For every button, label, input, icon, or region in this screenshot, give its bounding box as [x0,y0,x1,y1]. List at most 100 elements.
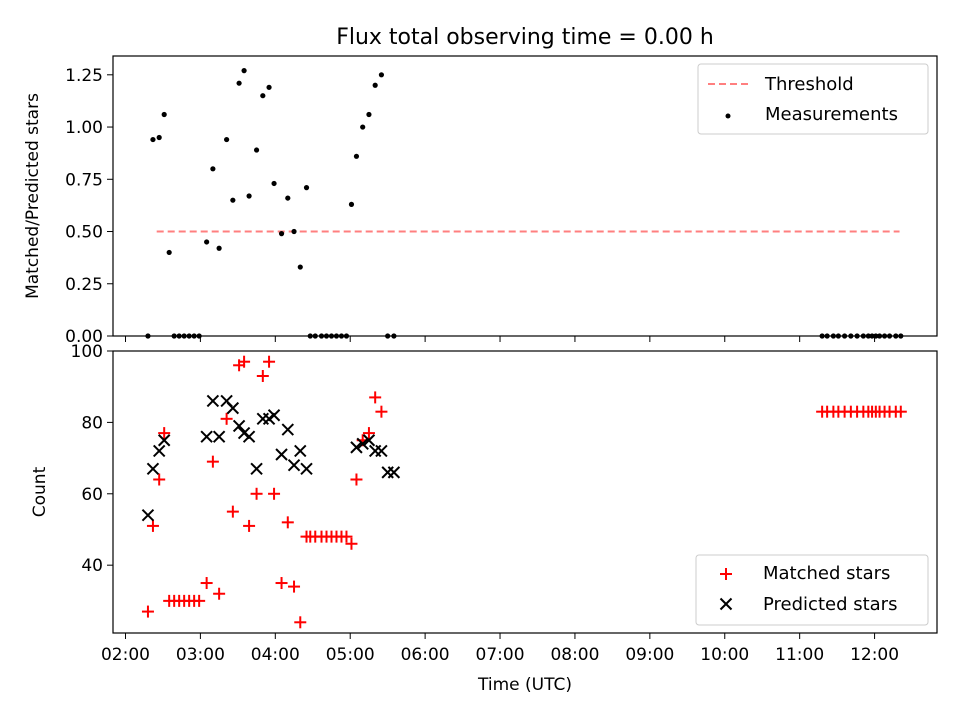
predicted-star-point [226,401,240,415]
predicted-star-point [157,434,171,447]
legend-threshold-label: Threshold [764,74,854,95]
top-y-tick-label: 0.50 [65,223,103,243]
predicted-star-point [375,444,388,458]
measurement-point [271,180,277,187]
matched-stars-points [141,355,907,629]
legend-predicted-label: Predicted stars [763,594,897,615]
bottom-y-tick-label: 40 [81,556,103,576]
measurement-point [360,124,366,130]
x-marker-b [141,508,155,522]
measurement-point [291,228,297,235]
measurement-point [156,134,162,141]
legend-matched-swatch [720,568,732,580]
measurement-point [366,111,372,118]
top-y-tick-label: 0.00 [65,327,103,347]
x-marker-b [362,434,376,447]
matched-star-point [340,530,353,543]
measurement-point [260,93,266,99]
chart-title: Flux total observing time = 0.00 h [336,25,714,50]
x-marker-b [232,419,246,433]
legend-plus-marker [720,568,732,580]
x-marker-b [350,441,363,454]
predicted-star-point [281,423,294,436]
measurement-point [236,80,242,86]
x-marker-b [200,430,213,443]
predicted-star-point [200,430,213,443]
bottom-x-tick-label: 11:00 [775,645,824,665]
bottom-y-tick-label: 60 [81,485,103,505]
measurement-point [266,84,272,90]
matched-star-point [250,487,263,500]
matched-star-point [243,519,256,532]
x-marker-b [294,444,307,458]
x-marker-b [375,444,388,458]
legend-predicted-swatch [719,597,733,611]
bottom-x-tick-label: 05:00 [326,645,375,665]
top-axes-frame [112,55,938,337]
matched-star-point [153,473,166,486]
bottom-y-axis-label: Count [30,466,50,517]
top-legend-box [697,63,929,135]
x-marker-b [387,466,401,479]
x-marker-b [275,448,288,461]
bottom-y-tick-label: 80 [81,413,103,433]
measurement-point [204,239,210,245]
measurement-point [353,153,360,159]
x-marker-b [250,462,263,476]
predicted-star-point [300,462,313,476]
predicted-star-point [206,394,220,408]
predicted-star-point [267,409,281,422]
legend-matched-label: Matched stars [763,563,890,584]
matched-star-point [275,577,288,590]
measurement-point [166,249,172,256]
x-marker-b [267,409,281,422]
bottom-x-tick-label: 10:00 [700,645,749,665]
matched-star-point [288,580,301,593]
bottom-x-tick-label: 02:00 [101,645,150,665]
legend-x-marker [719,597,733,611]
x-marker-b [356,437,369,451]
x-marker-b [719,597,733,611]
predicted-star-point [387,466,401,479]
predicted-star-point [242,430,256,443]
legend-measurements-label: Measurements [765,104,898,125]
bottom-legend: Matched stars Predicted stars [695,554,929,626]
matched-star-point [220,412,233,425]
predicted-star-point [275,448,288,461]
measurement-point [216,245,222,251]
x-marker-b [206,394,220,408]
x-marker-b [237,426,251,440]
x-marker-b [226,401,240,415]
predicted-star-point [212,430,226,443]
matched-star-point [369,391,382,404]
predicted-star-point [152,444,166,458]
predicted-star-point [287,459,301,472]
matched-star-point [213,587,226,600]
legend-measurements-swatch [725,113,731,119]
measurement-point [253,147,260,153]
measurement-point [372,82,378,88]
bottom-x-tick-label: 07:00 [476,645,525,665]
top-y-tick-label: 0.75 [65,170,103,190]
predicted-star-point [294,444,307,458]
matched-star-point [345,537,358,550]
predicted-star-point [356,437,369,451]
matched-star-point [200,577,213,590]
x-axis-label: Time (UTC) [477,675,572,695]
matched-star-point [158,427,171,440]
matched-star-point [268,487,281,500]
bottom-y-tick-label: 100 [71,342,103,362]
x-marker-b [146,462,160,476]
matched-star-point [263,355,276,368]
bottom-x-tick-label: 09:00 [625,645,674,665]
matched-star-point [193,594,206,607]
measurement-point [348,201,355,207]
measurement-point [161,111,167,118]
x-marker-b [242,430,256,443]
top-y-tick-label: 1.00 [65,118,103,138]
bottom-x-tick-label: 06:00 [401,645,450,665]
x-marker-b [300,462,313,476]
bottom-panel: 40 60 80 100 02:00 03:00 04:00 05:00 06:00 07:00… [30,342,938,695]
measurement-point [278,231,285,237]
matched-star-point [256,369,269,382]
